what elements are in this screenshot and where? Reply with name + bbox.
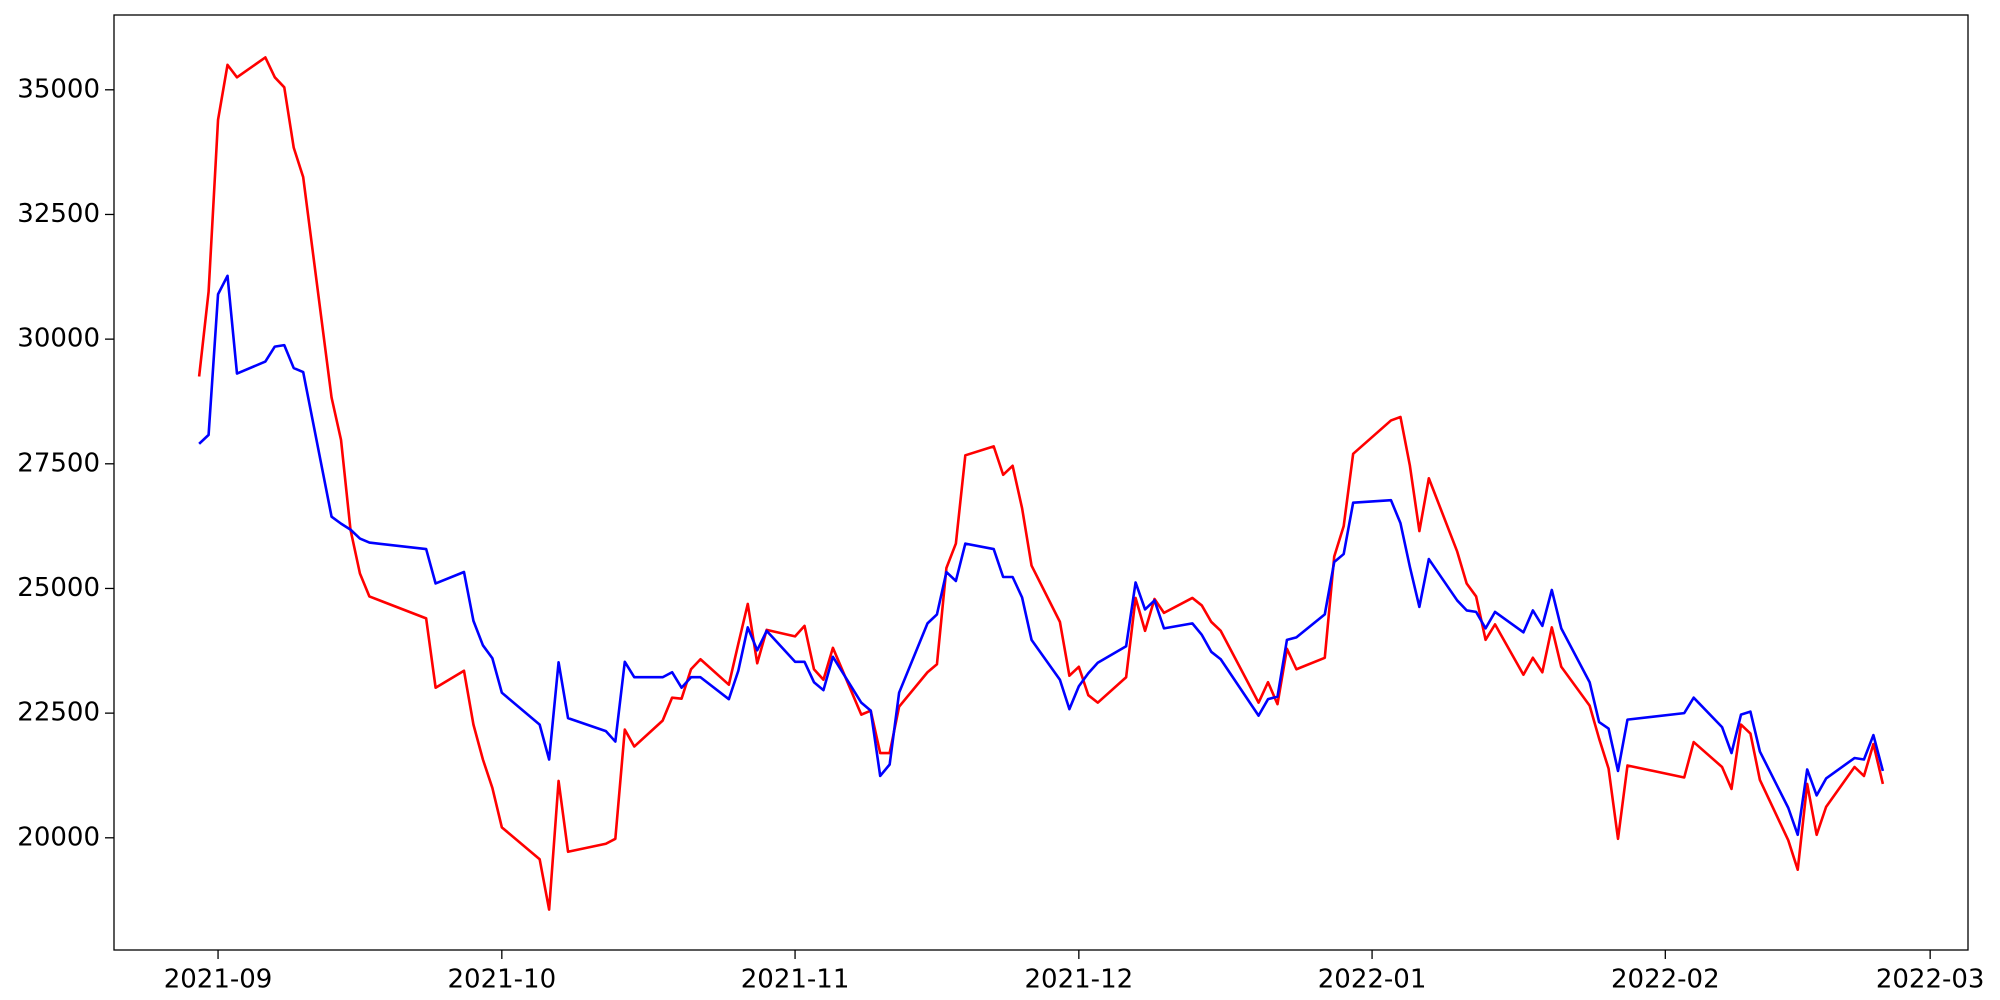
x-tick-label: 2022-02	[1611, 965, 1720, 995]
y-tick-label: 30000	[17, 324, 100, 354]
plot-frame	[113, 14, 1969, 951]
x-tick-label: 2022-03	[1876, 965, 1985, 995]
x-tick-label: 2021-09	[164, 965, 273, 995]
series-line	[198, 274, 1885, 837]
y-tick-label: 25000	[17, 573, 100, 603]
y-tick-label: 35000	[17, 74, 100, 104]
y-tick-label: 27500	[17, 448, 100, 478]
y-tick-label: 20000	[17, 822, 100, 852]
x-tick-label: 2021-10	[448, 965, 557, 995]
series-line	[197, 56, 1885, 911]
x-tick-label: 2021-11	[741, 965, 850, 995]
x-tick-label: 2022-01	[1318, 965, 1427, 995]
y-tick-label: 22500	[17, 698, 100, 728]
y-tick-label: 32500	[17, 199, 100, 229]
x-tick-label: 2021-12	[1025, 965, 1134, 995]
